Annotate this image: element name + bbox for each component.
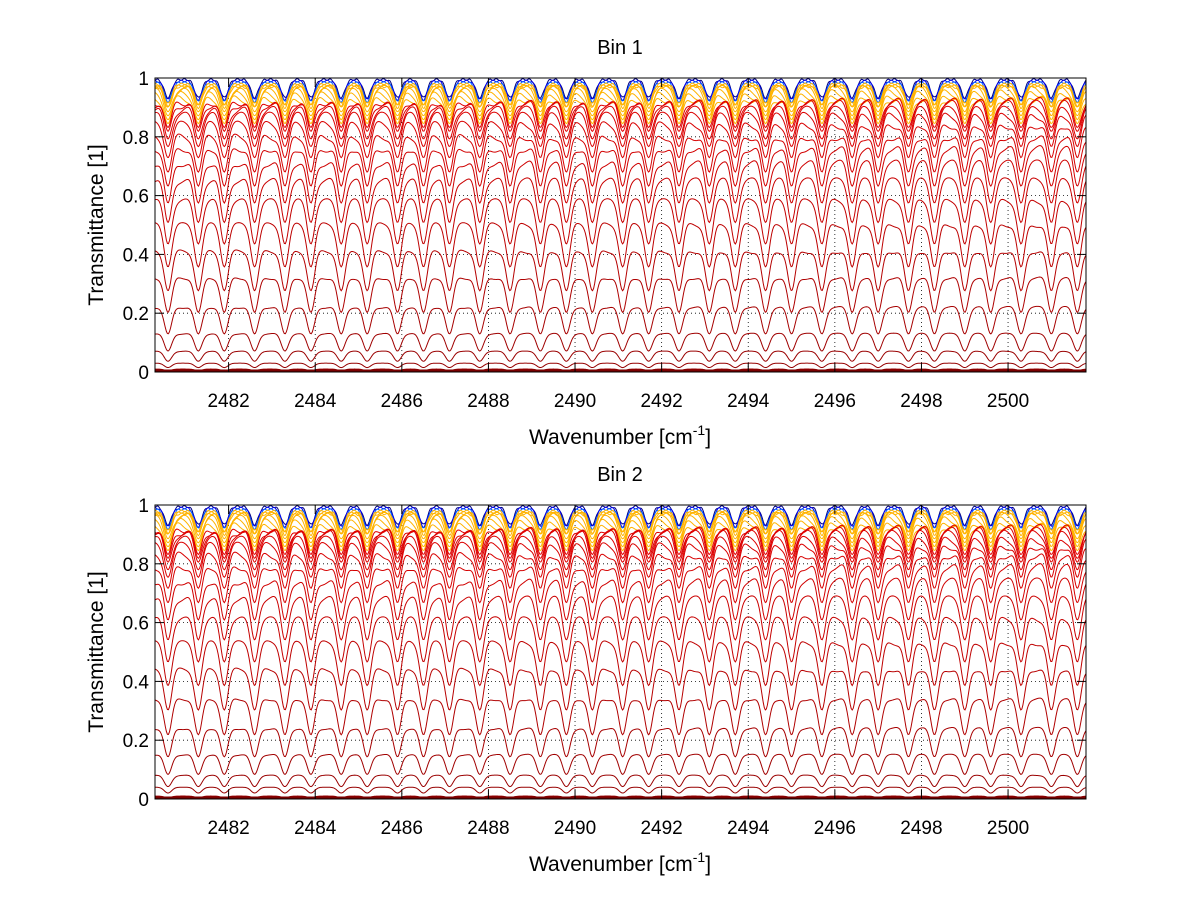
bin-1-axes-frame [154,77,1087,373]
bin-1-panel: Bin 1 2482 2484 2486 2488 2490 2492 2494 2496 24… [85,37,1087,449]
bin-1-ytick-label: 0.2 [123,304,149,325]
bin-2-ytick-label: 1 [138,496,149,517]
bin-1-series-line [154,276,1087,314]
bin-1-ytick-label: 1 [138,69,149,90]
bin-1-series-line [154,222,1087,268]
bin-1-xlabel: Wavenumber [cm-1] [529,422,711,449]
bin-2-panel: Bin 2 2482 2484 2486 2488 2490 2492 2494 2496 24… [85,464,1087,876]
bin-2-series-line [154,517,1087,548]
bin-1-series-line [154,85,1087,110]
bin-2-xtick-label: 2482 [207,818,249,839]
bin-2-series-line [154,511,1087,540]
bin-2-title: Bin 2 [597,464,643,486]
bin-2-series-line [154,523,1087,556]
bin-1-xtick-label: 2490 [554,391,596,412]
bin-2-series-line [154,616,1087,663]
bin-1-series-line [154,133,1087,173]
bin-2-xtick-label: 2484 [294,818,337,839]
bin-2-axes-frame [154,504,1087,800]
bin-1-xtick-label: 2496 [814,391,856,412]
bin-1-xtick-label: 2486 [381,391,423,412]
bin-2-xtick-label: 2492 [640,818,682,839]
bin-2-series-line [154,640,1087,687]
bin-1-series-line [154,95,1087,125]
bin-2-series-line [154,726,1087,758]
bin-2-series-line [154,667,1087,711]
bin-2-series-line [154,541,1087,579]
bin-1-ytick-label: 0.4 [123,245,150,266]
bin-1-ytick-label: 0 [138,363,149,384]
bin-1-ticks: 2482 2484 2486 2488 2490 2492 2494 2496 2498 2500… [123,69,1086,412]
bin-1-series-line [154,362,1087,369]
bin-2-xtick-label: 2490 [554,818,596,839]
bin-1-series-line [154,120,1087,159]
bin-1-series-line [154,332,1087,352]
bin-2-series-line [154,577,1087,621]
bin-2-xlabel: Wavenumber [cm-1] [529,849,711,876]
bin-1-xtick-label: 2484 [294,391,337,412]
bin-2-xtick-label: 2494 [727,818,770,839]
bin-2-xtick-label: 2488 [467,818,509,839]
bin-2-xtick-label: 2498 [900,818,942,839]
bin-2-series-line [154,526,1087,560]
bin-2-ytick-label: 0.2 [123,731,149,752]
bin-1-xtick-label: 2492 [640,391,682,412]
bin-2-series-line [154,514,1087,544]
bin-1-ytick-label: 0.6 [123,187,149,208]
bin-1-series-line [154,145,1087,188]
bin-1-series-line [154,111,1087,148]
bin-1-series-line [154,96,1087,129]
bin-2-series-line [154,535,1087,571]
bin-2-ytick-label: 0.6 [123,614,149,635]
bin-2-series-line [154,786,1087,794]
bin-1-series-line [154,198,1087,245]
bin-1-xtick-label: 2482 [207,391,249,412]
bin-1-title: Bin 1 [597,37,643,59]
bin-1-xtick-label: 2488 [467,391,509,412]
bin-2-series-line [154,551,1087,590]
bin-1-series-line [154,177,1087,224]
bin-2-series-line [154,697,1087,736]
bin-1-series-line [154,105,1087,140]
bin-2-series-line [154,595,1087,641]
bin-1-series-line [154,84,1087,113]
bin-1-series-line [154,87,1087,117]
bin-1-series-line [154,90,1087,121]
bin-2-series-line [154,512,1087,537]
bin-2-curves [154,505,1087,800]
bin-2-ytick-label: 0 [138,790,149,811]
bin-2-ytick-label: 0.8 [123,555,149,576]
bin-2-series-line [154,522,1087,552]
bin-2-ylabel: Transmittance [1] [85,571,108,732]
bin-2-ticks: 2482 2484 2486 2488 2490 2492 2494 2496 2498 2500… [123,496,1086,839]
bin-1-series-line [154,350,1087,362]
bin-2-series-line [154,753,1087,776]
bin-2-series-line [154,563,1087,604]
bin-1-ylabel: Transmittance [1] [85,144,108,305]
bin-1-series-line [154,305,1087,335]
bin-2-series-line [154,529,1087,563]
bin-1-series-line [154,159,1087,204]
bin-1-xtick-label: 2500 [987,391,1029,412]
bin-2-xtick-label: 2500 [987,818,1029,839]
bin-1-series-line [154,99,1087,133]
bin-1-xtick-label: 2494 [727,391,770,412]
bin-2-series-line [154,774,1087,788]
bin-1-curves [154,78,1087,373]
bin-1-series-line [154,249,1087,292]
bin-2-xtick-label: 2496 [814,818,856,839]
bin-1-grid [155,77,1086,373]
bin-2-ytick-label: 0.4 [123,672,150,693]
bin-1-ytick-label: 0.8 [123,128,149,149]
bin-2-xtick-label: 2486 [381,818,423,839]
bin-1-xtick-label: 2498 [900,391,942,412]
